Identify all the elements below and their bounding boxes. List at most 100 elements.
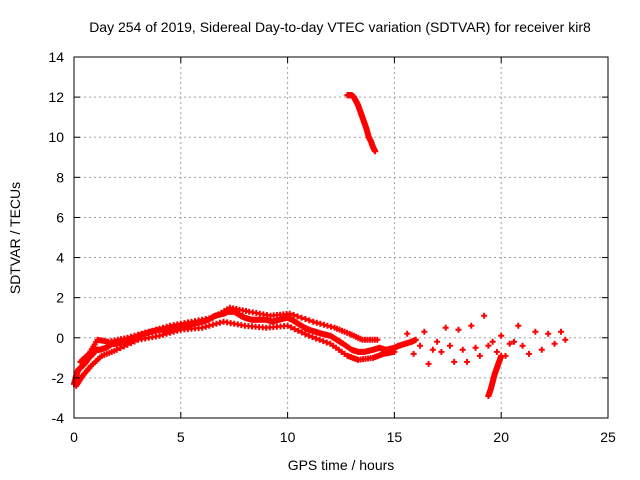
- x-tick-label: 25: [600, 429, 616, 445]
- grid-lines: [74, 57, 608, 418]
- y-tick-label: 12: [48, 89, 64, 105]
- data-point: [438, 348, 445, 355]
- y-tick-label: -4: [52, 410, 65, 426]
- data-point: [305, 332, 312, 339]
- data-point: [156, 325, 163, 332]
- data-point: [519, 342, 526, 349]
- data-point: [410, 350, 417, 357]
- data-point: [286, 310, 293, 317]
- data-point: [489, 338, 496, 345]
- data-point: [374, 336, 381, 343]
- data-point: [131, 332, 138, 339]
- data-point: [324, 322, 331, 329]
- data-point: [124, 334, 131, 341]
- data-point: [562, 336, 569, 343]
- data-point: [464, 358, 471, 365]
- data-point: [138, 330, 145, 337]
- data-point: [288, 324, 295, 331]
- x-tick-label: 10: [280, 429, 296, 445]
- data-point: [306, 317, 313, 324]
- data-point: [538, 346, 545, 353]
- data-point: [124, 341, 131, 348]
- data-point: [290, 312, 297, 319]
- data-point: [316, 336, 323, 343]
- x-axis-label: GPS time / hours: [288, 457, 395, 473]
- series-band-upper-edge: [77, 304, 381, 365]
- data-point: [206, 322, 213, 329]
- y-axis-label: SDTVAR / TECUs: [7, 182, 23, 294]
- y-tick-label: 0: [56, 330, 64, 346]
- data-point: [328, 323, 335, 330]
- data-point: [163, 323, 170, 330]
- data-point: [476, 352, 483, 359]
- data-point: [127, 333, 134, 340]
- data-point: [459, 346, 466, 353]
- data-point: [323, 339, 330, 346]
- data-point: [167, 329, 174, 336]
- data-point: [429, 346, 436, 353]
- data-point: [135, 331, 142, 338]
- x-tick-label: 20: [493, 429, 509, 445]
- data-point: [446, 342, 453, 349]
- data-point: [170, 328, 177, 335]
- x-tick-label: 0: [70, 429, 78, 445]
- data-point: [506, 340, 513, 347]
- data-point: [472, 344, 479, 351]
- data-point: [145, 328, 152, 335]
- x-tick-label: 15: [387, 429, 403, 445]
- data-point: [142, 329, 149, 336]
- data-point: [391, 348, 398, 355]
- series-band-lower-edge: [73, 318, 398, 389]
- data-point: [302, 331, 309, 338]
- data-point: [313, 335, 320, 342]
- data-point: [417, 342, 424, 349]
- y-tick-label: 8: [56, 169, 64, 185]
- y-tick-label: 10: [48, 129, 64, 145]
- data-point: [545, 330, 552, 337]
- data-point: [294, 313, 301, 320]
- data-point: [481, 312, 488, 319]
- plot-frame: [73, 56, 609, 419]
- data-point: [498, 352, 505, 359]
- data-point: [149, 327, 156, 334]
- data-point: [493, 348, 500, 355]
- data-point: [113, 346, 120, 353]
- data-point: [209, 321, 216, 328]
- data-point: [313, 319, 320, 326]
- data-point: [298, 314, 305, 321]
- data-point: [309, 334, 316, 341]
- data-point: [451, 358, 458, 365]
- data-point: [152, 326, 159, 333]
- data-point: [404, 330, 411, 337]
- y-tick-label: 2: [56, 290, 64, 306]
- data-point: [525, 350, 532, 357]
- series-late-dip: [485, 352, 505, 399]
- data-point: [120, 343, 127, 350]
- data-point: [434, 338, 441, 345]
- data-point: [131, 338, 138, 345]
- data-point: [291, 326, 298, 333]
- y-tick-label: 6: [56, 209, 64, 225]
- data-point: [442, 324, 449, 331]
- y-tick-label: 14: [48, 49, 64, 65]
- x-axis-ticks: 0 5 10 15 20 25: [70, 57, 616, 445]
- series-late-scattered: [404, 312, 569, 367]
- y-tick-label: -2: [52, 370, 65, 386]
- data-point: [485, 342, 492, 349]
- data-point: [199, 324, 206, 331]
- data-point: [163, 330, 170, 337]
- data-point: [202, 323, 209, 330]
- series-isolated-high: [344, 92, 379, 155]
- chart-title: Day 254 of 2019, Sidereal Day-to-day VTE…: [89, 19, 591, 35]
- data-point: [320, 321, 327, 328]
- data-point: [117, 345, 124, 352]
- data-point: [455, 326, 462, 333]
- data-point: [160, 331, 166, 338]
- x-tick-label: 5: [177, 429, 185, 445]
- data-point: [216, 319, 223, 326]
- data-point: [156, 332, 163, 339]
- data-point: [412, 336, 419, 343]
- data-point: [515, 322, 522, 329]
- data-point: [160, 324, 166, 331]
